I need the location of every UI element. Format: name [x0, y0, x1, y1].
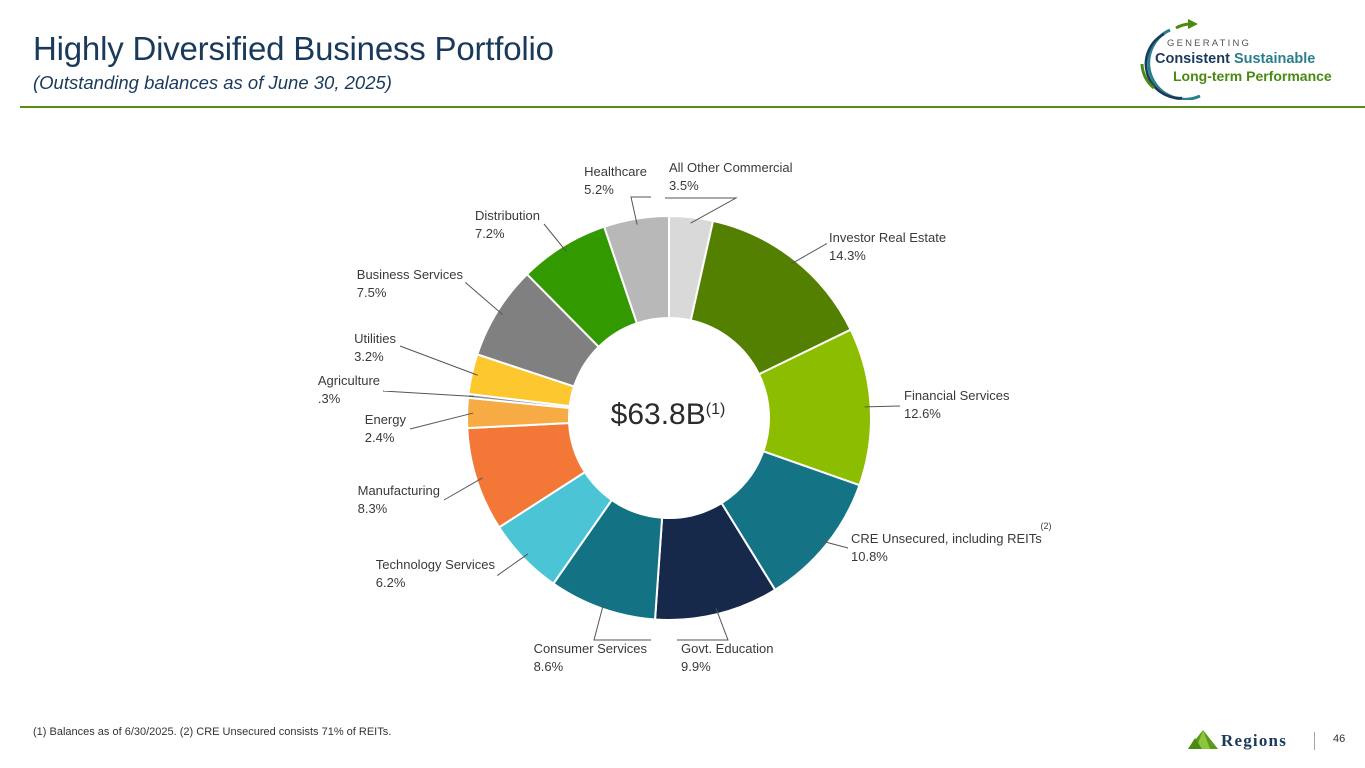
- slice-label-value: 7.2%: [475, 226, 505, 241]
- slice-label-name: Agriculture: [318, 373, 380, 388]
- header-divider: [20, 106, 1365, 108]
- slice-label-value: 6.2%: [376, 575, 406, 590]
- footnote: (1) Balances as of 6/30/2025. (2) CRE Un…: [33, 726, 392, 738]
- leader-line: [677, 608, 729, 641]
- brand-badge: GENERATING Consistent Sustainable Long-t…: [1130, 18, 1360, 100]
- leader-line: [630, 196, 651, 225]
- slice-label-value: 5.2%: [584, 182, 614, 197]
- brand-consistent: Consistent: [1155, 51, 1230, 67]
- slice-label-name: Manufacturing: [358, 483, 440, 498]
- slice-healthcare: [602, 214, 670, 325]
- leader-line: [665, 197, 738, 224]
- slice-label-value: 10.8%: [851, 549, 888, 564]
- leader-line: [593, 602, 651, 641]
- brand-tagline-1: Consistent Sustainable: [1155, 51, 1315, 67]
- leader-line: [496, 553, 529, 576]
- page-title: Highly Diversified Business Portfolio: [33, 30, 554, 67]
- circular-arrow-icon: [1140, 19, 1201, 100]
- regions-wordmark: Regions: [1221, 731, 1288, 750]
- slice-label-name: Consumer Services: [534, 641, 648, 656]
- slice-label-name: All Other Commercial: [669, 160, 793, 175]
- leader-line: [382, 390, 475, 397]
- leader-line: [543, 223, 567, 252]
- footer-divider: [1314, 732, 1315, 750]
- slice-label-name: Technology Services: [376, 557, 496, 572]
- leader-line: [443, 477, 483, 501]
- leader-line: [464, 282, 503, 315]
- slice-label-value: 7.5%: [357, 285, 387, 300]
- slice-label-value: 2.4%: [365, 430, 395, 445]
- leader-line: [399, 345, 478, 376]
- brand-tagline-2: Long-term Performance: [1173, 68, 1332, 84]
- slice-label-value: 12.6%: [904, 406, 941, 421]
- slice-label-name: Investor Real Estate: [829, 230, 946, 245]
- leader-line: [821, 540, 849, 549]
- brand-generating: GENERATING: [1167, 38, 1252, 49]
- page-number: 46: [1333, 733, 1346, 745]
- slice-label-value: 3.5%: [669, 178, 699, 193]
- regions-logo: Regions: [1187, 727, 1319, 753]
- center-total-label: $63.8B(1): [611, 398, 726, 431]
- slice-label-value: 14.3%: [829, 248, 866, 263]
- slice-label-name: Healthcare: [584, 164, 647, 179]
- page-subtitle: (Outstanding balances as of June 30, 202…: [33, 72, 392, 93]
- slice-label-name: Business Services: [357, 267, 464, 282]
- slice-label-name: Financial Services: [904, 388, 1010, 403]
- slice-label-value: 3.2%: [354, 349, 384, 364]
- slice-label-name: Energy: [365, 412, 407, 427]
- slice-label-value: .3%: [318, 391, 341, 406]
- pyramid-logo-icon: [1188, 730, 1218, 749]
- slice-label-value: 9.9%: [681, 659, 711, 674]
- leader-line: [864, 405, 901, 408]
- slice-label-name: Govt. Education: [681, 641, 774, 656]
- slice-investor-real-estate: [689, 219, 853, 376]
- leader-line: [790, 243, 828, 265]
- slice-label-name: Utilities: [354, 331, 396, 346]
- brand-sustainable: Sustainable: [1233, 51, 1316, 67]
- slice-label-value: 8.3%: [358, 501, 388, 516]
- slice-label-name: Distribution: [475, 208, 540, 223]
- slice-label-superscript: (2): [1041, 521, 1052, 531]
- slice-label-name: CRE Unsecured, including REITs: [851, 531, 1042, 546]
- leader-line: [409, 412, 474, 430]
- slice-label-value: 8.6%: [534, 659, 564, 674]
